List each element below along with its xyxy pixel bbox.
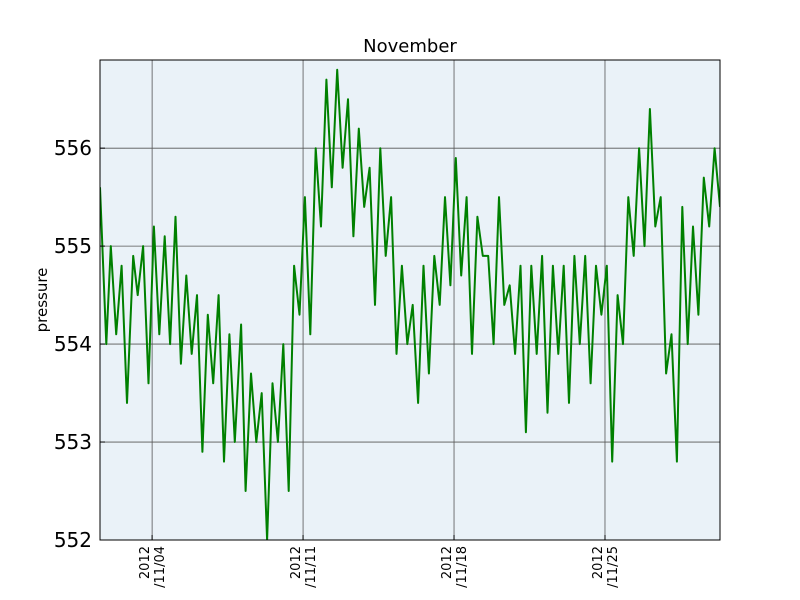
x-tick-label: 2012/11/25: [591, 546, 621, 588]
y-tick-label: 553: [54, 430, 92, 454]
y-axis: 552 553 554 555 556: [54, 136, 105, 552]
x-tick-label: 2012/11/18: [440, 546, 470, 588]
x-axis: 2012/11/04 2012/11/11 2012/11/18 2012/11/25: [138, 535, 621, 588]
y-tick-label: 555: [54, 234, 92, 258]
y-tick-label: 554: [54, 332, 92, 356]
plot-frame: [99, 59, 721, 541]
x-tick-label-line1: 2012: [591, 546, 606, 579]
plot-area: [100, 60, 720, 540]
x-tick-label: 2012/11/04: [138, 546, 168, 588]
x-tick-label-line2: /11/25: [606, 546, 621, 588]
x-tick-label-line1: 2012: [289, 546, 304, 579]
x-tick-label-line1: 2012: [440, 546, 455, 579]
y-axis-label: pressure: [33, 268, 51, 333]
series-line: [100, 68, 720, 540]
chart-title: November: [363, 36, 457, 57]
x-tick-label-line2: /11/11: [304, 546, 319, 588]
series-layer: [100, 68, 720, 540]
x-tick-label-line1: 2012: [138, 546, 153, 579]
x-tick-label: 2012/11/11: [289, 546, 319, 588]
y-tick-label: 556: [54, 136, 92, 160]
x-tick-label-line2: /11/04: [153, 546, 168, 588]
y-tick-label: 552: [54, 528, 92, 552]
x-tick-label-line2: /11/18: [455, 546, 470, 588]
